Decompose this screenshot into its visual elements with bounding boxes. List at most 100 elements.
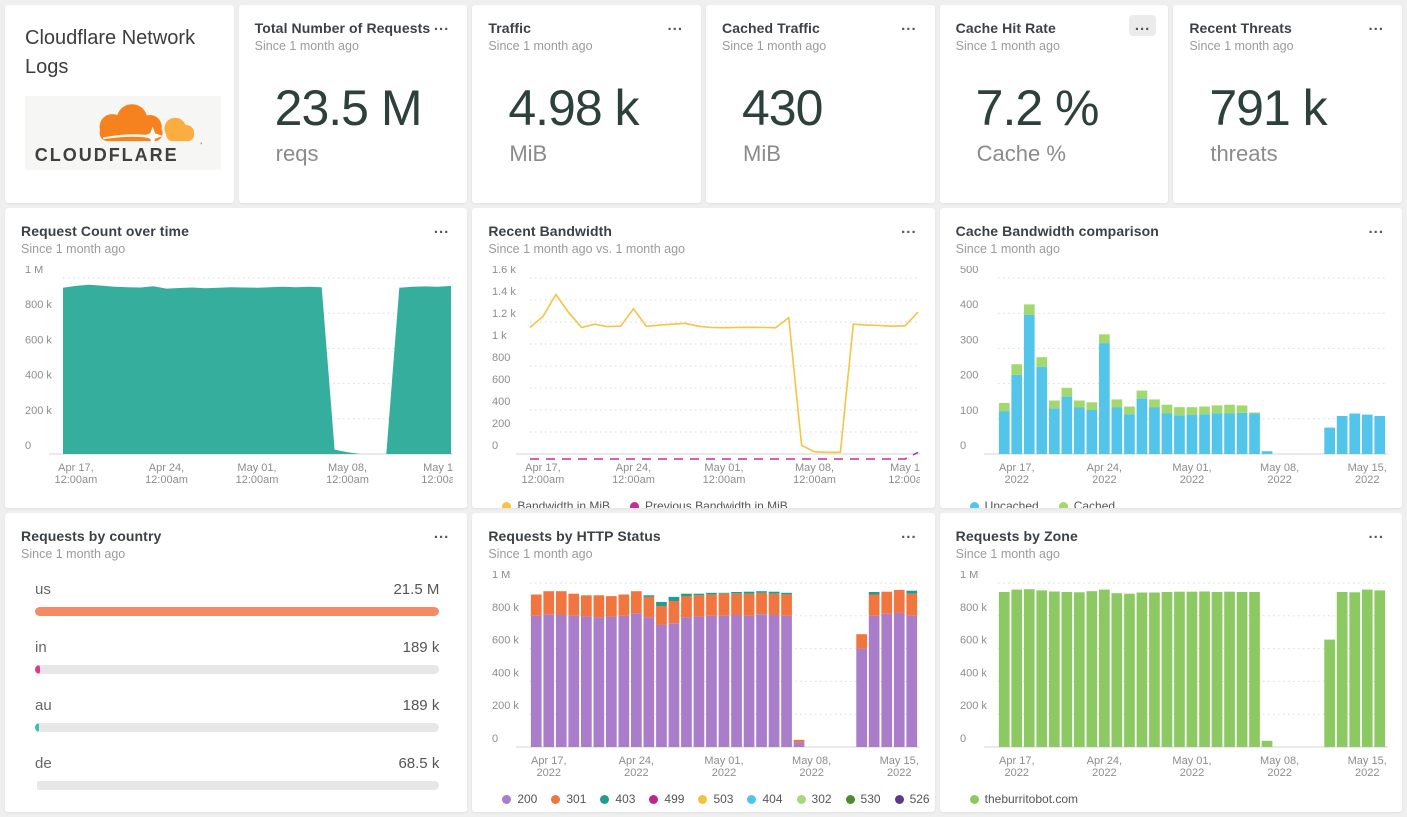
- bar-segment[interactable]: [1148, 407, 1160, 455]
- bar-segment[interactable]: [1161, 592, 1172, 747]
- bar-segment[interactable]: [1236, 405, 1248, 413]
- legend-item[interactable]: theburritobot.com: [969, 792, 1078, 806]
- bar-segment[interactable]: [1061, 387, 1072, 397]
- panel-menu-button[interactable]: ...: [901, 525, 917, 542]
- bar-segment[interactable]: [1086, 591, 1097, 747]
- panel-menu-button[interactable]: ...: [1368, 17, 1384, 34]
- bar-segment[interactable]: [881, 591, 893, 614]
- panel-menu-button[interactable]: ...: [667, 17, 683, 34]
- bar-segment[interactable]: [606, 616, 618, 747]
- bar-segment[interactable]: [869, 594, 880, 616]
- panel-menu-button[interactable]: ...: [901, 17, 917, 34]
- bar-segment[interactable]: [581, 616, 593, 747]
- bar-segment[interactable]: [1361, 589, 1373, 747]
- bar-segment[interactable]: [1248, 413, 1260, 455]
- bar-segment[interactable]: [906, 590, 918, 594]
- bar-segment[interactable]: [1061, 592, 1072, 747]
- bar-segment[interactable]: [1211, 405, 1223, 414]
- bar-segment[interactable]: [1111, 399, 1122, 408]
- country-bar-fill[interactable]: [35, 723, 40, 732]
- legend-item[interactable]: 530: [845, 792, 881, 806]
- bar-segment[interactable]: [1073, 592, 1085, 747]
- bar-segment[interactable]: [1136, 592, 1147, 748]
- bar-segment[interactable]: [618, 615, 630, 747]
- bar-segment[interactable]: [668, 623, 680, 747]
- legend-item[interactable]: 503: [698, 792, 733, 806]
- bar-segment[interactable]: [681, 617, 693, 747]
- bar-segment[interactable]: [1036, 366, 1047, 454]
- bar-segment[interactable]: [1248, 412, 1260, 414]
- bar-segment[interactable]: [1173, 591, 1185, 747]
- bar-segment[interactable]: [894, 589, 905, 613]
- legend-item[interactable]: 403: [600, 792, 635, 806]
- bar-segment[interactable]: [618, 594, 630, 616]
- bar-segment[interactable]: [794, 742, 805, 747]
- bar-segment[interactable]: [731, 615, 743, 747]
- bar-segment[interactable]: [1123, 414, 1135, 454]
- bar-segment[interactable]: [568, 593, 580, 616]
- bar-segment[interactable]: [718, 592, 730, 594]
- bar-segment[interactable]: [606, 596, 618, 617]
- bar-segment[interactable]: [706, 594, 718, 616]
- bar-segment[interactable]: [998, 592, 1010, 747]
- bar-segment[interactable]: [531, 615, 542, 747]
- bar-segment[interactable]: [1011, 374, 1022, 454]
- bar-segment[interactable]: [693, 616, 705, 747]
- bar-segment[interactable]: [1198, 591, 1210, 748]
- country-bar-fill[interactable]: [35, 781, 38, 790]
- bar-segment[interactable]: [1111, 593, 1122, 747]
- bar-segment[interactable]: [1086, 410, 1097, 454]
- bar-segment[interactable]: [1036, 357, 1047, 367]
- bar-segment[interactable]: [693, 593, 705, 596]
- bar-segment[interactable]: [1161, 413, 1172, 455]
- bar-segment[interactable]: [1323, 427, 1335, 454]
- bar-segment[interactable]: [593, 595, 605, 618]
- bar-segment[interactable]: [681, 596, 693, 618]
- bar-segment[interactable]: [1349, 413, 1360, 455]
- legend-item[interactable]: 499: [649, 792, 684, 806]
- bar-segment[interactable]: [869, 615, 880, 747]
- bar-segment[interactable]: [643, 596, 655, 618]
- bar-segment[interactable]: [744, 615, 755, 747]
- bar-segment[interactable]: [706, 615, 718, 747]
- bar-segment[interactable]: [631, 613, 643, 747]
- bar-segment[interactable]: [869, 592, 880, 595]
- panel-menu-button[interactable]: ...: [433, 525, 450, 542]
- bar-segment[interactable]: [1161, 404, 1172, 414]
- bar-segment[interactable]: [1148, 399, 1160, 408]
- bar-segment[interactable]: [856, 648, 868, 747]
- bar-segment[interactable]: [556, 615, 567, 747]
- bar-segment[interactable]: [656, 601, 668, 606]
- bar-segment[interactable]: [643, 595, 655, 597]
- legend-item[interactable]: 301: [551, 792, 586, 806]
- legend-item[interactable]: Cached: [1058, 499, 1115, 508]
- bar-segment[interactable]: [1374, 416, 1385, 454]
- bar-segment[interactable]: [693, 595, 705, 617]
- bar-segment[interactable]: [1349, 592, 1360, 747]
- bar-segment[interactable]: [1098, 343, 1110, 454]
- bar-segment[interactable]: [1061, 396, 1072, 454]
- bar-segment[interactable]: [568, 615, 580, 747]
- bar-segment[interactable]: [1236, 592, 1248, 747]
- bar-segment[interactable]: [668, 601, 680, 624]
- bar-segment[interactable]: [744, 593, 755, 616]
- bar-segment[interactable]: [1211, 413, 1223, 454]
- bar-segment[interactable]: [668, 596, 680, 601]
- bar-segment[interactable]: [1198, 406, 1210, 415]
- bar-segment[interactable]: [593, 617, 605, 747]
- bar-segment[interactable]: [1111, 407, 1122, 455]
- panel-menu-button[interactable]: ...: [901, 220, 917, 237]
- bar-segment[interactable]: [1211, 592, 1223, 747]
- bar-segment[interactable]: [543, 591, 555, 615]
- bar-segment[interactable]: [1073, 400, 1085, 408]
- bar-segment[interactable]: [718, 615, 730, 747]
- legend-item[interactable]: 302: [796, 792, 832, 806]
- bar-segment[interactable]: [1336, 416, 1348, 454]
- bar-segment[interactable]: [1123, 593, 1135, 747]
- bar-segment[interactable]: [1323, 639, 1335, 747]
- legend-item[interactable]: 526: [894, 792, 930, 806]
- bar-segment[interactable]: [756, 591, 768, 593]
- bar-segment[interactable]: [1011, 589, 1022, 747]
- bar-segment[interactable]: [1023, 304, 1035, 315]
- bar-segment[interactable]: [1136, 390, 1147, 399]
